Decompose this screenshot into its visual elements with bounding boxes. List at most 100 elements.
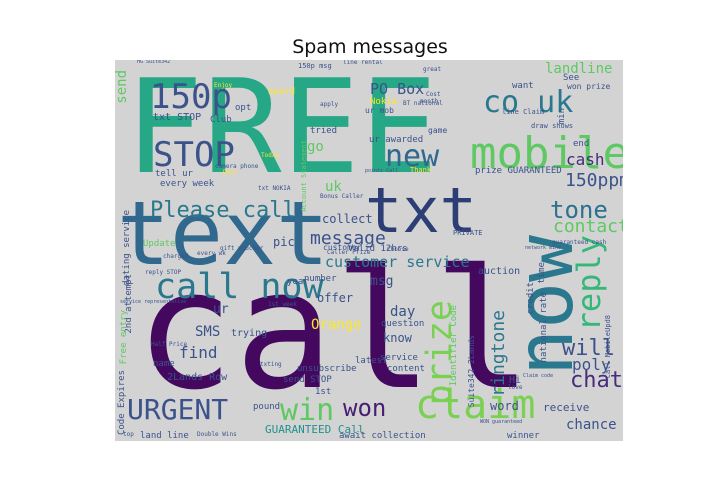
cloud-word: mobile — [470, 128, 623, 179]
cloud-word: Identifier Code — [449, 305, 459, 387]
cloud-word: send STOP — [283, 375, 332, 385]
cloud-word: txt — [365, 174, 477, 247]
cloud-word: Nokia — [370, 97, 398, 107]
cloud-word: poly — [572, 355, 611, 374]
cloud-word: tone — [550, 196, 608, 224]
cloud-word: reply STOP — [145, 269, 182, 276]
cloud-word: number — [304, 274, 337, 284]
cloud-word: Double Wins — [197, 431, 237, 438]
cloud-word: year — [287, 277, 309, 287]
cloud-word: credit — [526, 282, 536, 315]
cloud-word: know — [383, 331, 412, 345]
cloud-word: Enjoy — [214, 82, 233, 89]
cloud-word: PO Box — [370, 80, 425, 98]
cloud-word: Club — [210, 115, 232, 125]
cloud-word: tell ur — [155, 169, 193, 179]
cloud-word: Cost — [426, 91, 441, 98]
cloud-word: 150p msg — [298, 62, 332, 70]
cloud-word: collect — [322, 212, 373, 226]
cloud-word: gift voucher — [220, 245, 264, 252]
cloud-word: 1st week — [268, 301, 297, 308]
cloud-word: txt STOP — [153, 112, 202, 123]
cloud-word: Valid 12hrs — [348, 244, 408, 254]
cloud-word: receive — [543, 401, 590, 414]
cloud-word: message — [310, 228, 386, 249]
cloud-word: contact — [553, 216, 623, 237]
cloud-word: apply — [320, 101, 339, 108]
cloud-word: line Claim — [502, 108, 545, 116]
cloud-word: award — [268, 87, 296, 97]
cloud-word: service representative — [120, 299, 187, 305]
cloud-word: won prize — [567, 82, 611, 91]
cloud-word: pic — [273, 235, 295, 249]
cloud-word: chat — [570, 368, 623, 393]
cloud-word: co uk — [483, 85, 574, 120]
cloud-word: uk — [325, 179, 342, 195]
cloud-word: prize GUARANTEED — [475, 166, 562, 176]
cloud-word: customer service — [325, 253, 470, 271]
cloud-word: ur mob — [365, 106, 394, 115]
cloud-word: want — [512, 81, 534, 91]
cloud-word: ur — [213, 302, 229, 317]
cloud-word: Update — [143, 239, 176, 249]
cloud-word: 1st — [315, 387, 332, 397]
cloud-word: winner — [507, 431, 540, 441]
cloud-word: every week — [160, 179, 215, 189]
cloud-word: Choose — [387, 246, 409, 253]
cloud-word: line rental — [343, 60, 383, 66]
cloud-word: await collection — [339, 431, 426, 441]
cloud-word: call — [135, 234, 533, 426]
cloud-word: msg — [370, 274, 394, 289]
cloud-word: Bonus Caller — [320, 193, 364, 200]
cloud-word: reply — [570, 235, 608, 332]
cloud-word: WON guaranteed — [480, 419, 523, 425]
cloud-word: opt — [235, 103, 252, 113]
cloud-word: ur awarded — [369, 135, 424, 145]
cloud-word: URGENT — [127, 393, 229, 426]
cloud-word: win — [280, 393, 335, 428]
cloud-word: chance — [566, 417, 617, 433]
cloud-word: cash — [566, 150, 605, 169]
cloud-word: unsubscribe — [297, 364, 357, 374]
cloud-word: question — [381, 319, 425, 329]
cloud-word: call now — [155, 267, 324, 307]
cloud-word: trying — [231, 328, 268, 339]
cloud-word: offer — [317, 291, 354, 305]
cloud-word: SMS — [195, 324, 221, 340]
cloud-word: tried — [310, 126, 338, 136]
cloud-word: Orange — [311, 317, 362, 333]
cloud-word: national rate — [539, 292, 549, 363]
cloud-word: top — [123, 431, 134, 438]
cloud-word: See — [563, 73, 580, 83]
cloud-word: month — [420, 98, 439, 105]
cloud-word: text — [117, 182, 329, 285]
cloud-word: pound — [253, 402, 281, 412]
cloud-word: Today — [261, 152, 280, 159]
cloud-word: Free entry — [119, 310, 129, 365]
cloud-word: Thank — [410, 166, 432, 174]
chart-title: Spam messages — [292, 36, 448, 58]
cloud-word: great — [423, 66, 442, 73]
word-cloud: FREE call now text txt mobile claim reply prize c… — [115, 60, 623, 441]
cloud-word: end — [573, 139, 590, 149]
cloud-word: Caller Prize — [327, 249, 371, 256]
cloud-word: Call MobileUpd8 — [604, 315, 612, 379]
cloud-word: land line — [140, 431, 189, 441]
cloud-word: draw shows — [531, 122, 574, 130]
cloud-word: game — [428, 126, 448, 135]
cloud-word: ringtone — [488, 310, 509, 397]
cloud-word: FREE — [125, 60, 439, 203]
cloud-word: Dear — [223, 169, 238, 176]
cloud-word: 150ppm — [565, 170, 623, 191]
cloud-word: customer — [323, 243, 362, 252]
cloud-word: Hi — [509, 375, 522, 386]
cloud-word: time — [537, 262, 547, 284]
cloud-word: service — [380, 353, 418, 363]
cloud-word: every wk — [197, 250, 226, 257]
cloud-word: new — [385, 139, 440, 174]
cloud-word: send — [115, 70, 130, 104]
cloud-word: latest — [355, 356, 388, 366]
cloud-word: content — [387, 364, 425, 374]
cloud-word: Code Expires — [117, 370, 127, 436]
cloud-word: GUARANTEED Call — [265, 423, 365, 436]
